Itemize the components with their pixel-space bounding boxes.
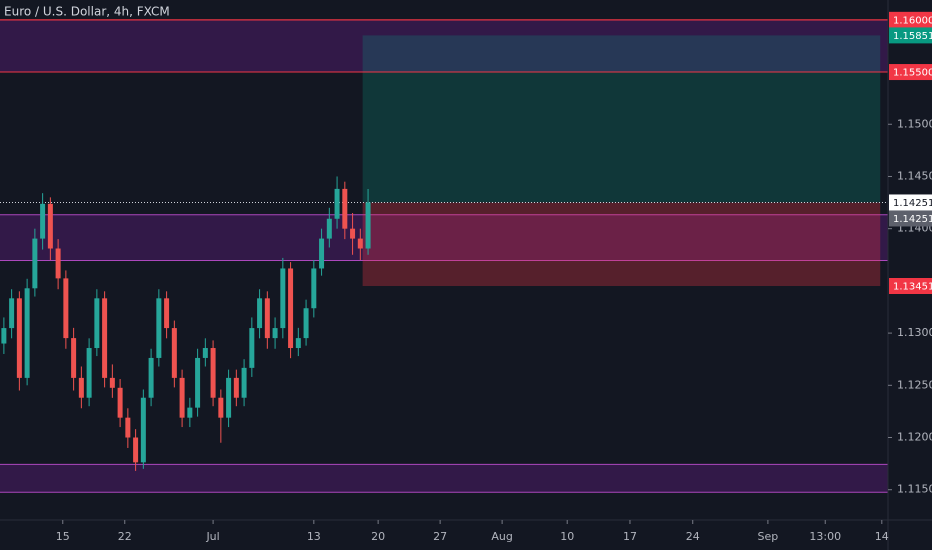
candle-body bbox=[148, 357, 154, 398]
candle-body bbox=[1, 328, 7, 344]
entry-badge bbox=[889, 210, 932, 227]
candle-body bbox=[365, 202, 371, 249]
line-badge-label: 1.16000 bbox=[893, 15, 932, 26]
x-tick-label: 10 bbox=[560, 530, 574, 543]
candle-body bbox=[47, 203, 53, 249]
y-tick-label: 1.14500 bbox=[897, 169, 932, 182]
candle-body bbox=[326, 218, 332, 239]
x-tick-label: 13 bbox=[307, 530, 321, 543]
target-zone bbox=[362, 35, 881, 203]
candle-body bbox=[164, 298, 170, 329]
stop-badge bbox=[889, 278, 932, 294]
candle-body bbox=[350, 228, 356, 239]
y-tick-label: 1.11500 bbox=[897, 483, 932, 496]
y-tick-label: 1.12500 bbox=[897, 378, 932, 391]
zone bbox=[0, 19, 888, 73]
candle-body bbox=[195, 357, 201, 408]
zone bbox=[0, 214, 888, 261]
candle-body bbox=[140, 397, 146, 463]
stop-zone bbox=[362, 202, 881, 286]
candle-body bbox=[94, 298, 100, 349]
x-tick-label: Sep bbox=[758, 530, 779, 543]
candle-body bbox=[125, 417, 131, 438]
candle-body bbox=[133, 437, 139, 463]
candle-body bbox=[272, 328, 278, 339]
time-axis bbox=[0, 520, 932, 550]
candle-body bbox=[202, 348, 208, 358]
candle-body bbox=[71, 338, 77, 378]
line-badge bbox=[889, 11, 932, 28]
candle-body bbox=[109, 377, 115, 388]
candle-body bbox=[264, 298, 270, 339]
target-badge-label: 1.15851 bbox=[893, 31, 932, 42]
candle-body bbox=[102, 298, 108, 378]
candle-body bbox=[78, 377, 84, 398]
x-tick-label: 13:00 bbox=[809, 530, 841, 543]
candle-body bbox=[218, 397, 224, 418]
candle-body bbox=[241, 367, 247, 398]
x-tick-label: 14 bbox=[875, 530, 889, 543]
candle-body bbox=[226, 377, 232, 418]
x-tick-label: 22 bbox=[118, 530, 132, 543]
candle-body bbox=[187, 407, 193, 418]
x-tick-label: 15 bbox=[56, 530, 70, 543]
zone bbox=[0, 464, 888, 493]
candle-body bbox=[357, 238, 363, 249]
candle-body bbox=[32, 238, 38, 289]
price-axis bbox=[888, 0, 932, 550]
candle-body bbox=[280, 268, 286, 329]
candle-body bbox=[288, 268, 294, 349]
line-badge-label: 1.15500 bbox=[893, 68, 932, 79]
candle-body bbox=[311, 268, 317, 309]
y-tick-label: 1.13000 bbox=[897, 326, 932, 339]
last-price-badge bbox=[889, 194, 932, 211]
candle-body bbox=[86, 348, 92, 398]
candle-body bbox=[303, 308, 309, 339]
candle-body bbox=[233, 377, 239, 398]
candle-body bbox=[342, 188, 348, 229]
last-price-badge-label: 1.14251 bbox=[893, 198, 932, 209]
x-tick-label: 17 bbox=[623, 530, 637, 543]
candle-body bbox=[40, 203, 46, 239]
candle-body bbox=[9, 298, 15, 329]
x-tick-label: 20 bbox=[371, 530, 385, 543]
candle-body bbox=[63, 278, 69, 339]
x-tick-label: Jul bbox=[205, 530, 219, 543]
candle-body bbox=[319, 238, 325, 269]
candle-body bbox=[179, 377, 185, 418]
candle-body bbox=[257, 298, 263, 329]
y-tick-label: 1.12000 bbox=[897, 431, 932, 444]
candle-body bbox=[249, 328, 255, 368]
candle-body bbox=[210, 348, 216, 398]
candle-body bbox=[156, 298, 162, 358]
candle-body bbox=[24, 288, 30, 378]
candle-body bbox=[334, 188, 340, 219]
candle-body bbox=[55, 248, 61, 279]
target-badge bbox=[889, 27, 932, 44]
candle-body bbox=[117, 387, 123, 418]
y-tick-label: 1.15000 bbox=[897, 117, 932, 130]
x-tick-label: 27 bbox=[433, 530, 447, 543]
candle-body bbox=[171, 328, 177, 378]
candle-body bbox=[16, 298, 22, 378]
x-tick-label: Aug bbox=[491, 530, 512, 543]
line-badge bbox=[889, 64, 932, 81]
chart-title: Euro / U.S. Dollar, 4h, FXCM bbox=[4, 5, 170, 19]
entry-badge-label: 1.14251 bbox=[893, 214, 932, 225]
stop-badge-label: 1.13451 bbox=[893, 282, 932, 293]
candle-body bbox=[295, 338, 301, 349]
x-tick-label: 24 bbox=[686, 530, 700, 543]
